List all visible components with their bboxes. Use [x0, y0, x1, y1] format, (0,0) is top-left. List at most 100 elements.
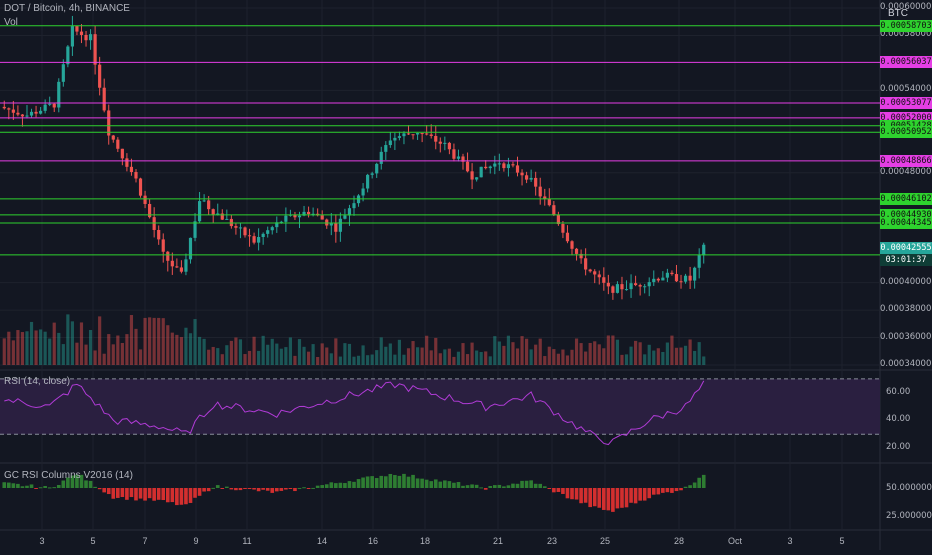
- x-tick-label: 28: [673, 536, 685, 546]
- level-price-badge: 0.00058703: [880, 19, 932, 32]
- candle-body: [247, 235, 252, 237]
- gc-column: [220, 488, 225, 489]
- gc-column: [561, 488, 565, 494]
- volume-bar: [229, 340, 233, 365]
- candle-body: [615, 284, 620, 293]
- gc-column: [84, 480, 88, 488]
- candle-body: [475, 177, 479, 180]
- gc-column: [697, 477, 702, 488]
- gc-column: [184, 488, 188, 505]
- gc-column: [570, 488, 574, 500]
- candle-body: [148, 203, 152, 218]
- volume-bar: [179, 337, 183, 365]
- gc-column: [433, 479, 438, 488]
- gc-column: [406, 476, 411, 488]
- gc-column: [479, 487, 483, 489]
- candle-body: [143, 195, 147, 204]
- candle-body: [411, 134, 415, 136]
- gc-column: [11, 483, 16, 488]
- gc-column: [243, 488, 247, 489]
- candle-body: [238, 227, 243, 229]
- price-tick-label: 0.00036000: [880, 331, 932, 342]
- gc-column: [25, 485, 29, 488]
- candle-body: [75, 26, 79, 32]
- gc-column: [606, 488, 611, 511]
- price-tick-label: 0.00058000: [880, 29, 932, 40]
- volume-bar: [488, 356, 492, 365]
- gc-column: [638, 488, 642, 501]
- volume-bar: [316, 356, 320, 365]
- gc-column: [701, 474, 706, 488]
- candle-body: [352, 203, 356, 209]
- gc-column: [402, 473, 406, 488]
- volume-bar: [411, 341, 415, 365]
- gc-column: [452, 482, 456, 488]
- candle-body: [484, 166, 488, 169]
- gc-column: [506, 485, 511, 488]
- candle-body: [525, 175, 529, 180]
- volume-bar: [20, 332, 25, 365]
- gc-column: [642, 488, 647, 501]
- rsi-band: [0, 378, 880, 435]
- gc-column: [688, 485, 692, 488]
- candle-body: [306, 211, 311, 215]
- volume-bar: [647, 344, 651, 365]
- volume-bar: [452, 356, 456, 365]
- volume-bar: [234, 337, 238, 365]
- volume-bar: [634, 340, 638, 365]
- price-tick-label: 0.00038000: [880, 304, 932, 315]
- volume-bar: [243, 354, 247, 365]
- volume-bar: [247, 350, 252, 365]
- gc-column: [143, 488, 147, 501]
- gc-column: [647, 488, 652, 499]
- gc-column: [674, 488, 679, 492]
- candle-body: [257, 237, 261, 243]
- gc-column: [438, 481, 443, 488]
- currency-label: BTC: [888, 8, 908, 19]
- gc-column: [361, 477, 365, 488]
- gc-column: [447, 481, 452, 488]
- volume-bar: [284, 347, 288, 365]
- volume-bar: [652, 350, 656, 365]
- candle-body: [34, 111, 38, 114]
- volume-bar: [66, 314, 70, 365]
- gc-column: [156, 488, 161, 500]
- price-tick-label: 0.00054000: [880, 84, 932, 95]
- gc-column: [429, 481, 434, 488]
- gc-column: [533, 483, 538, 488]
- candle-body: [366, 174, 370, 189]
- gc-column: [229, 488, 234, 490]
- candle-body: [152, 217, 156, 230]
- volume-bar: [93, 350, 97, 365]
- candle-body: [184, 259, 188, 272]
- candle-body: [384, 145, 388, 152]
- candle-body: [370, 173, 374, 175]
- candle-body: [29, 111, 34, 116]
- gc-column: [615, 488, 620, 509]
- gc-column: [574, 488, 579, 500]
- volume-bar: [57, 332, 61, 365]
- volume-bar: [138, 349, 143, 365]
- volume-bar: [270, 338, 274, 365]
- price-tick-label: 0.00060000: [880, 2, 932, 12]
- gc-column: [692, 482, 697, 488]
- volume-bar: [134, 328, 138, 365]
- gc-column: [125, 488, 129, 500]
- gc-column: [556, 488, 561, 492]
- candle-body: [243, 227, 247, 236]
- volume-bar: [697, 342, 701, 365]
- gc-column: [320, 485, 325, 488]
- candle-body: [343, 215, 347, 219]
- gc-column: [474, 484, 479, 488]
- volume-bar: [638, 342, 642, 365]
- x-tick-label: 5: [90, 536, 96, 546]
- volume-bar: [202, 338, 206, 365]
- gc-column: [461, 485, 465, 488]
- volume-bar: [347, 343, 352, 365]
- volume-bar: [547, 346, 551, 365]
- gc-column: [75, 474, 79, 488]
- volume-bar: [629, 346, 633, 365]
- x-tick-label: 3: [787, 536, 793, 546]
